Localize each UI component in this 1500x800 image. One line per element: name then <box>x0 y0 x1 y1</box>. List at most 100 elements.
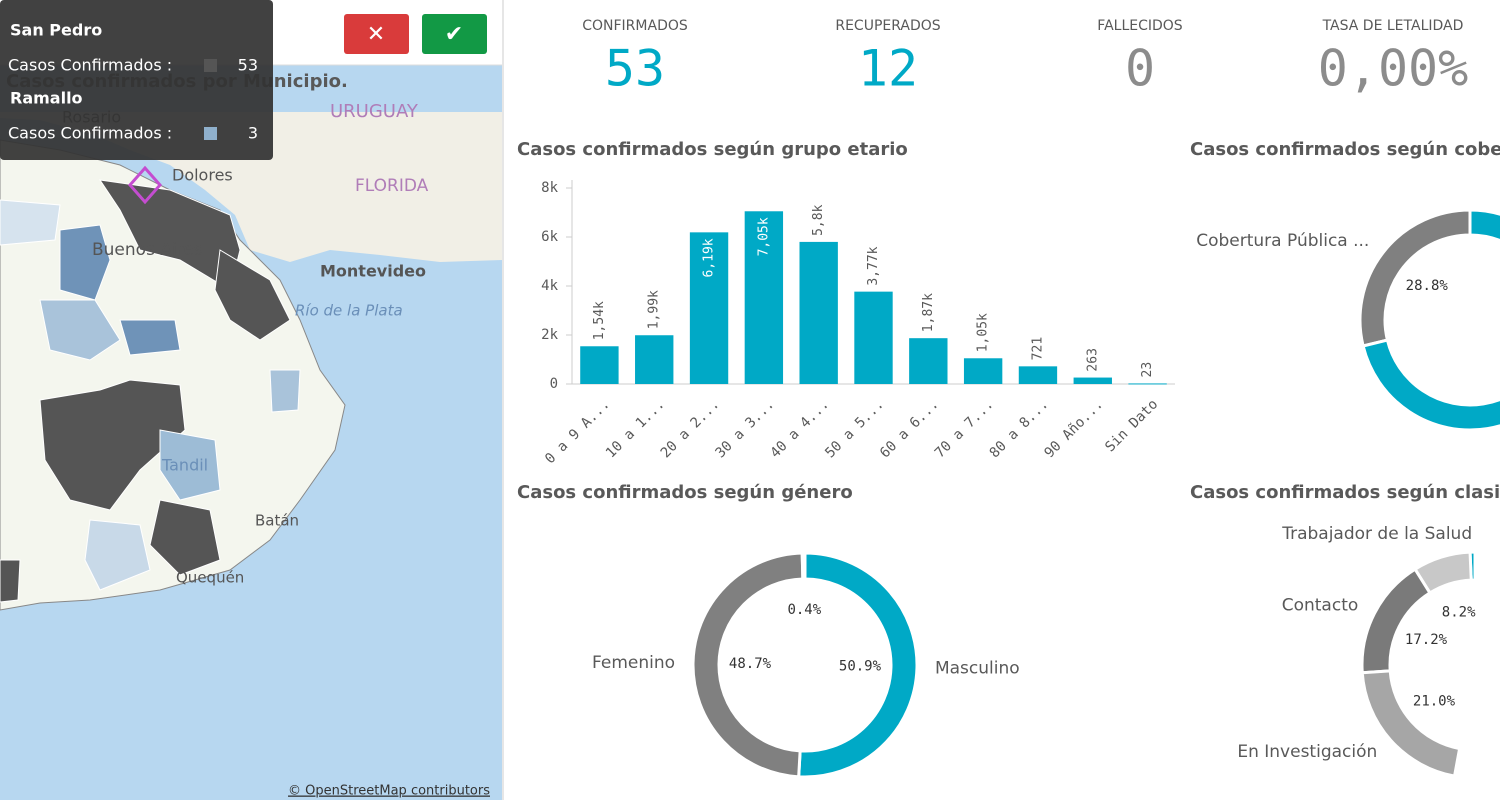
map-place-label: Dolores <box>172 166 233 185</box>
slice-value-label: 48.7% <box>729 656 772 672</box>
tooltip-value: 3 <box>248 124 258 143</box>
bar <box>854 291 893 384</box>
donut-slice <box>1360 567 1432 675</box>
slice-value-label: 28.8% <box>1406 278 1449 294</box>
slice-value-label: 8.2% <box>1442 604 1476 620</box>
map-municipality <box>119 319 181 356</box>
bar <box>1018 366 1058 384</box>
bar <box>689 232 729 384</box>
donut-slice <box>1361 208 1500 432</box>
map-municipality <box>149 499 221 576</box>
map-municipality <box>159 429 221 501</box>
tooltip-items: San Pedro Casos Confirmados : 53 Ramallo Cas… <box>8 21 258 143</box>
y-tick-label: 2k <box>541 327 558 343</box>
chart-title: Casos confirmados según clasi <box>1190 482 1500 503</box>
bar-value-label: 6,19k <box>702 238 717 277</box>
bar <box>635 335 674 384</box>
bar-value-label: 721 <box>1030 337 1045 360</box>
kpi-value: 12 <box>858 40 918 98</box>
map-panel[interactable] <box>0 65 502 800</box>
bar-value-label: 7,05k <box>756 217 771 256</box>
tooltip <box>0 0 273 160</box>
slice-value-label: 17.2% <box>1405 632 1448 648</box>
map-place-label: FLORIDA <box>355 176 429 196</box>
bar <box>909 338 948 384</box>
x-tick-label: Sin Dato <box>1102 396 1161 455</box>
map-attribution: © OpenStreetMap contributors <box>288 784 490 799</box>
y-tick-label: 8k <box>541 180 558 196</box>
map-municipality <box>0 559 21 603</box>
donut-slice <box>797 551 919 779</box>
slice-category-label: Masculino <box>935 659 1020 679</box>
donut-slice <box>800 551 807 581</box>
bar-value-label: 1,99k <box>647 290 662 329</box>
slice-value-label: 21.0% <box>1413 694 1456 710</box>
bar <box>799 241 838 384</box>
slice-value-label: 0.4% <box>787 602 821 618</box>
bar <box>1073 377 1112 384</box>
tooltip-swatch <box>204 59 217 72</box>
kpi-label: FALLECIDOS <box>1097 18 1182 34</box>
map-place-label: URUGUAY <box>330 101 419 122</box>
tooltip-name: Ramallo <box>10 89 83 108</box>
bar <box>744 211 784 384</box>
confirm-button[interactable] <box>422 14 487 54</box>
y-tick-label: 0 <box>550 376 558 392</box>
kpis: CONFIRMADOS 53 RECUPERADOS 12 FALLECIDOS 0 TAS… <box>582 18 1468 98</box>
bar-value-label: 1,87k <box>921 293 936 332</box>
y-tick-label: 4k <box>541 278 558 294</box>
bar <box>963 358 1003 384</box>
kpi-label: TASA DE LETALIDAD <box>1322 18 1464 34</box>
map-place-label: Montevideo <box>320 262 426 281</box>
map-place-label: Batán <box>255 512 299 530</box>
bar <box>1128 383 1167 385</box>
kpi-value: 0 <box>1125 40 1155 98</box>
map-municipality <box>39 299 121 361</box>
kpi-label: RECUPERADOS <box>835 18 940 34</box>
x-tick-label: 90 Año... <box>1041 396 1106 461</box>
map-municipality <box>0 199 61 246</box>
bar-value-label: 1,05k <box>976 313 991 352</box>
map-land-north <box>0 112 502 262</box>
tooltip-name: San Pedro <box>10 21 102 40</box>
map-municipality <box>214 249 291 341</box>
cancel-icon: ✕ <box>367 22 385 47</box>
bar-value-label: 3,77k <box>866 246 881 285</box>
map-selection <box>127 165 163 205</box>
cancel-button[interactable] <box>344 14 409 54</box>
y-tick-label: 6k <box>541 229 558 245</box>
kpi-value: 53 <box>605 40 665 98</box>
slice-category-label: Contacto <box>1282 596 1359 616</box>
bar-value-label: 5,8k <box>811 204 826 235</box>
chart-title: Casos confirmados según grupo etario <box>517 139 908 160</box>
map-place-label: Tandil <box>161 456 208 475</box>
map-municipality <box>269 369 301 413</box>
tooltip-label: Casos Confirmados : <box>8 124 172 143</box>
slice-category-label: Femenino <box>592 653 675 673</box>
tooltip-swatch <box>204 127 217 140</box>
bar-value-label: 1,54k <box>592 301 607 340</box>
map-municipality <box>59 224 111 301</box>
bar-value-label: 263 <box>1085 348 1100 371</box>
map-place-label: Quequén <box>176 569 244 587</box>
kpi-label: CONFIRMADOS <box>582 18 688 34</box>
kpi-value: 0,00% <box>1318 40 1469 98</box>
slice-category-label: Cobertura Pública ... <box>1196 231 1369 251</box>
map-municipality <box>84 519 151 591</box>
map-place-label: Río de la Plata <box>295 302 403 320</box>
slice-category-label: En Investigación <box>1237 742 1377 762</box>
slice-category-label: Trabajador de la Salud <box>1281 524 1472 544</box>
charts: Casos confirmados según grupo etario 0 2k 4… <box>517 139 1500 779</box>
tooltip-label: Casos Confirmados : <box>8 56 172 75</box>
x-tick-label: 0 a 9 A... <box>542 396 613 467</box>
confirm-icon: ✔ <box>445 22 463 47</box>
donut-slice <box>1360 669 1462 778</box>
bar <box>580 346 619 384</box>
bar-value-label: 23 <box>1140 362 1155 378</box>
chart-title: Casos confirmados según género <box>517 482 853 503</box>
tooltip-value: 53 <box>238 56 258 75</box>
map-place-label: Buenos Aires <box>92 240 203 260</box>
slice-value-label: 50.9% <box>839 659 882 675</box>
